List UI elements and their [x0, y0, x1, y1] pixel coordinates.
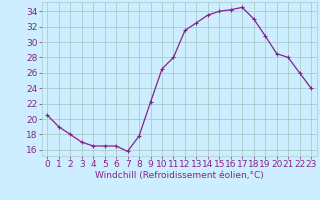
X-axis label: Windchill (Refroidissement éolien,°C): Windchill (Refroidissement éolien,°C) — [95, 171, 264, 180]
